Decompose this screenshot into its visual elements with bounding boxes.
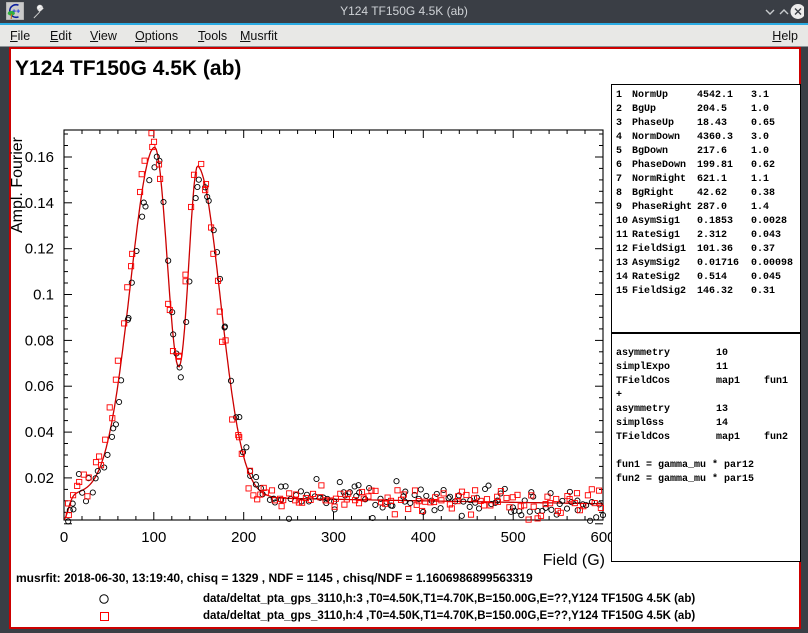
svg-text:500: 500 [501, 529, 526, 546]
svg-text:200: 200 [231, 529, 256, 546]
svg-text:Field (G): Field (G) [543, 552, 605, 569]
svg-text:0.14: 0.14 [25, 195, 54, 212]
svg-text:0: 0 [60, 529, 68, 546]
svg-text:0.06: 0.06 [25, 378, 54, 395]
svg-text:400: 400 [411, 529, 436, 546]
svg-text:0.04: 0.04 [25, 424, 54, 441]
svg-text:0.16: 0.16 [25, 149, 54, 166]
svg-text:0.08: 0.08 [25, 332, 54, 349]
svg-text:0.1: 0.1 [33, 287, 54, 304]
svg-text:100: 100 [141, 529, 166, 546]
svg-text:Ampl. Fourier: Ampl. Fourier [9, 136, 26, 233]
svg-text:0.02: 0.02 [25, 470, 54, 487]
svg-text:300: 300 [321, 529, 346, 546]
svg-text:0.12: 0.12 [25, 241, 54, 258]
